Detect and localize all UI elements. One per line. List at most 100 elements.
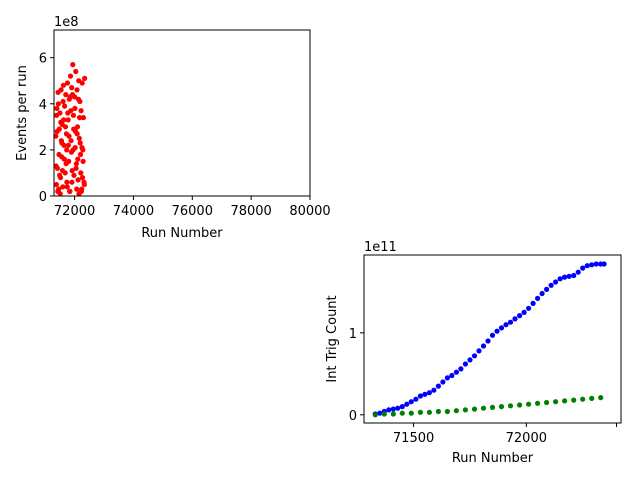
data-point xyxy=(435,408,441,415)
data-point xyxy=(580,396,586,402)
series-0 xyxy=(372,261,607,417)
data-point xyxy=(54,163,59,169)
data-point xyxy=(413,396,419,402)
data-point xyxy=(67,73,74,79)
y-tick-label: 6 xyxy=(39,52,47,67)
data-point xyxy=(75,96,81,102)
data-point xyxy=(507,403,514,409)
data-point xyxy=(75,177,81,183)
y-tick-label: 0 xyxy=(349,409,357,424)
data-point xyxy=(476,348,482,354)
x-axis-label: Run Number xyxy=(141,226,223,241)
data-point xyxy=(64,147,70,153)
data-point xyxy=(553,399,559,405)
data-point xyxy=(395,405,401,411)
data-point xyxy=(60,98,66,105)
y-tick-label: 1 xyxy=(349,327,357,342)
data-point xyxy=(462,407,468,413)
data-point xyxy=(426,409,432,415)
data-point xyxy=(480,405,487,411)
data-point xyxy=(77,140,83,146)
data-point xyxy=(557,276,563,282)
data-point xyxy=(60,184,66,190)
data-point xyxy=(417,393,423,399)
data-point xyxy=(530,300,536,306)
data-point xyxy=(390,411,396,417)
data-point xyxy=(79,80,85,86)
data-point xyxy=(70,147,76,153)
data-point xyxy=(74,186,80,192)
data-point xyxy=(67,188,73,194)
data-point xyxy=(449,372,455,379)
data-point xyxy=(58,138,64,144)
data-point xyxy=(408,410,414,416)
data-points xyxy=(372,261,607,418)
y-tick-label: 4 xyxy=(39,98,47,113)
data-point xyxy=(81,181,87,188)
y-tick-label: 2 xyxy=(39,144,47,159)
data-point xyxy=(71,172,77,178)
data-point xyxy=(70,112,76,118)
data-point xyxy=(517,402,523,408)
data-point xyxy=(54,133,59,139)
x-axis-label: Run Number xyxy=(452,451,534,466)
axis-offset-label: 1e11 xyxy=(364,240,397,255)
data-point xyxy=(498,325,505,331)
data-point xyxy=(471,353,478,359)
data-point xyxy=(444,408,450,415)
data-point xyxy=(498,404,505,410)
data-point xyxy=(399,410,405,416)
axes-frame xyxy=(53,29,311,197)
data-point xyxy=(526,305,532,311)
data-point xyxy=(68,108,74,114)
data-point xyxy=(381,411,387,417)
data-point xyxy=(65,117,71,123)
data-point xyxy=(58,87,64,93)
data-point xyxy=(598,395,604,401)
data-point xyxy=(562,274,568,280)
data-point xyxy=(544,286,550,292)
data-point xyxy=(54,128,60,134)
data-point xyxy=(70,62,76,68)
data-point xyxy=(571,272,577,279)
data-point xyxy=(462,361,468,367)
data-point xyxy=(517,313,523,319)
data-point xyxy=(79,175,86,181)
data-point xyxy=(69,168,75,174)
data-point xyxy=(386,407,392,413)
data-point xyxy=(453,369,459,375)
data-point xyxy=(458,366,464,372)
data-point xyxy=(422,391,428,397)
data-point xyxy=(68,138,74,144)
axes-frame xyxy=(363,254,622,424)
data-point xyxy=(54,105,60,111)
data-point xyxy=(435,383,441,389)
data-point xyxy=(54,181,59,188)
data-point xyxy=(480,343,487,349)
data-point xyxy=(69,92,76,98)
data-point xyxy=(73,165,79,171)
data-point xyxy=(548,282,554,288)
data-point xyxy=(526,401,532,407)
data-point xyxy=(63,161,69,167)
data-point xyxy=(507,319,514,325)
data-point xyxy=(535,400,541,406)
data-point xyxy=(601,261,607,267)
data-point xyxy=(589,395,595,401)
data-point xyxy=(60,82,66,88)
y-tick-label: 0 xyxy=(39,190,47,205)
events-per-run-plot: 72000 74000 76000 78000 80000 0 2 4 6 1e8 Run Numb… xyxy=(15,15,331,241)
data-point xyxy=(72,128,79,134)
data-point xyxy=(553,279,559,285)
data-point xyxy=(63,92,69,98)
data-point xyxy=(54,112,60,118)
data-point xyxy=(426,390,432,396)
data-point xyxy=(78,170,84,176)
data-point xyxy=(66,133,72,139)
data-point xyxy=(82,75,88,81)
data-point xyxy=(571,397,577,403)
data-point xyxy=(64,179,70,185)
data-point xyxy=(485,338,491,344)
data-point xyxy=(575,269,581,275)
